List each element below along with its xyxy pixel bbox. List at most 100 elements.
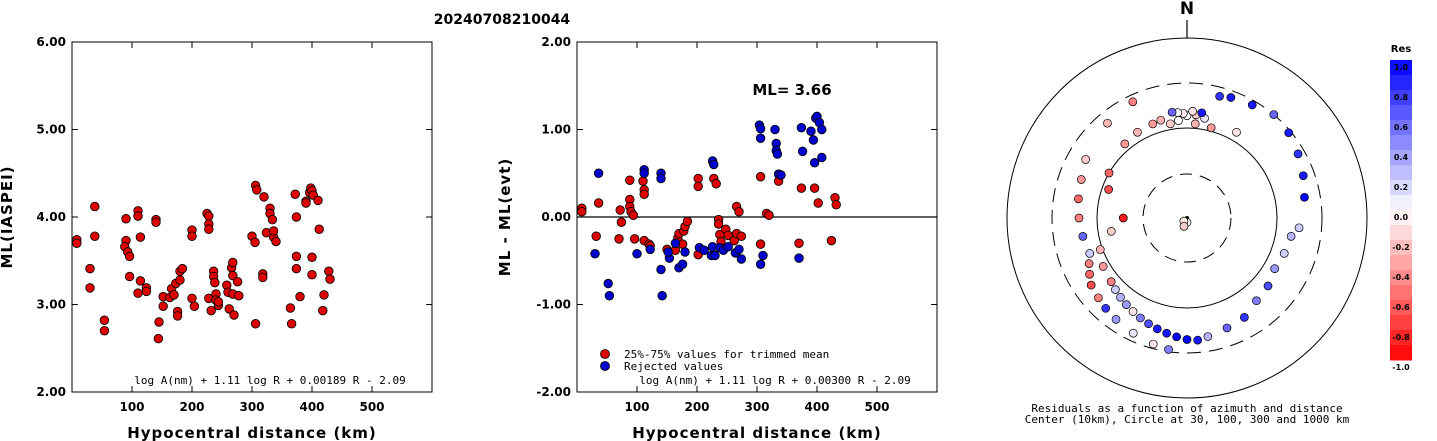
polar-data-point	[1111, 315, 1121, 324]
colorbar-title: Res	[1391, 44, 1411, 55]
colorbar-segment	[1390, 225, 1412, 241]
left-xtick-label: 100	[119, 400, 144, 414]
formula-left: log A(nm) + 1.11 log R + 0.00189 R - 2.0…	[134, 374, 406, 387]
mid-data-point	[616, 217, 627, 227]
mid-data-point	[577, 207, 587, 217]
polar-data-point	[1203, 332, 1213, 341]
polar-data-point	[1074, 213, 1084, 223]
left-data-point	[250, 319, 261, 329]
polar-data-point	[1094, 293, 1103, 303]
left-xtick-label: 200	[179, 400, 204, 414]
polar-data-point	[1206, 123, 1216, 133]
polar-data-point	[1128, 328, 1138, 338]
mid-data-point	[755, 123, 766, 134]
mid-data-point	[593, 198, 604, 208]
data-points-mid	[577, 111, 841, 301]
left-data-point	[151, 217, 161, 227]
data-points-left	[72, 180, 335, 344]
polar-data-point	[1222, 323, 1232, 333]
left-data-point	[291, 263, 302, 274]
colorbar-segment	[1390, 105, 1412, 121]
left-data-point	[286, 319, 297, 329]
left-data-point	[99, 315, 110, 325]
colorbar-segment	[1390, 120, 1412, 136]
polar-data-point	[1188, 106, 1197, 116]
mid-data-point	[713, 219, 724, 229]
ring-300km	[1051, 82, 1323, 354]
polar-data-point	[1098, 262, 1108, 271]
left-data-point	[135, 232, 146, 242]
colorbar-segment	[1390, 240, 1412, 256]
left-data-point	[206, 305, 216, 316]
mid-data-point	[625, 175, 635, 185]
polar-data-point	[1116, 292, 1125, 302]
polar-data-point	[1166, 119, 1175, 129]
polar-data-point	[1133, 127, 1142, 137]
mid-data-point	[645, 244, 655, 255]
mid-data-point	[590, 249, 600, 259]
left-data-point	[324, 266, 334, 276]
left-data-point	[85, 283, 95, 293]
left-data-point	[234, 291, 244, 301]
mid-xtick-label: 100	[624, 400, 649, 414]
left-data-point	[307, 252, 317, 262]
colorbar-segment	[1390, 330, 1412, 346]
north-label: N	[1180, 0, 1194, 19]
left-data-point	[72, 238, 82, 248]
left-data-point	[158, 301, 168, 311]
colorbar-tick-labels: 1.0 0.8 0.6 0.4 0.2 0.0 -0.2 -0.4 -0.6 -0.8 -1.0	[1392, 63, 1410, 372]
left-data-point	[85, 263, 95, 274]
mid-data-point	[755, 259, 766, 269]
left-data-point	[325, 274, 335, 284]
colorbar-tick-label: 1.0	[1394, 63, 1409, 72]
left-data-point	[121, 214, 131, 224]
left-data-point	[291, 212, 302, 222]
left-data-point	[318, 305, 328, 316]
polar-data-point	[1162, 328, 1172, 338]
mid-data-point	[670, 238, 681, 248]
mid-data-point	[723, 242, 733, 252]
left-ytick-label: 6.00	[36, 35, 66, 49]
mid-xtick-label: 300	[744, 400, 769, 414]
ring-100km	[1096, 127, 1278, 309]
left-ytick-label: 2.00	[36, 385, 66, 399]
mid-data-point	[764, 210, 774, 220]
left-data-point	[204, 224, 214, 234]
panel-ml-residual: -2.00 -1.00 0.00 1.00 2.00 100 200 300 400 500 M…	[496, 35, 938, 441]
mid-ytick-label: 1.00	[541, 123, 571, 137]
polar-data-point	[1121, 300, 1131, 309]
polar-data-point	[1269, 110, 1279, 119]
mid-data-point	[817, 124, 827, 135]
mid-data-point	[758, 250, 768, 261]
polar-data-point	[1179, 221, 1189, 231]
mid-data-point	[593, 168, 604, 178]
mid-data-point	[776, 170, 786, 180]
mid-data-point	[657, 291, 667, 301]
polar-data-point	[1148, 339, 1158, 349]
left-ytick-label: 3.00	[36, 298, 66, 312]
legend-marker-rejected	[600, 361, 610, 371]
mid-data-point	[794, 253, 804, 263]
colorbar-segment	[1390, 150, 1412, 166]
mid-ytick-label: -2.00	[536, 385, 571, 399]
polar-data-point	[1156, 115, 1166, 125]
left-data-point	[267, 214, 278, 225]
colorbar-segment	[1390, 165, 1412, 181]
colorbar-segment	[1390, 75, 1412, 91]
left-data-point	[169, 290, 179, 300]
mid-data-point	[736, 231, 747, 241]
polar-data-point	[1164, 345, 1173, 354]
mid-data-point	[615, 205, 625, 215]
colorbar-segment	[1390, 300, 1412, 316]
x-axis-label-mid: Hypocentral distance (km)	[632, 424, 882, 441]
mid-data-point	[629, 234, 640, 244]
ring-1000km	[1006, 37, 1368, 399]
polar-data-point	[1084, 259, 1094, 268]
mid-data-point	[656, 264, 666, 275]
legend-marker-trimmed	[600, 349, 610, 359]
left-data-point	[135, 276, 146, 286]
colorbar-segment	[1390, 90, 1412, 106]
left-data-point	[271, 236, 281, 247]
x-tick-labels-mid: 100 200 300 400 500	[624, 42, 890, 414]
